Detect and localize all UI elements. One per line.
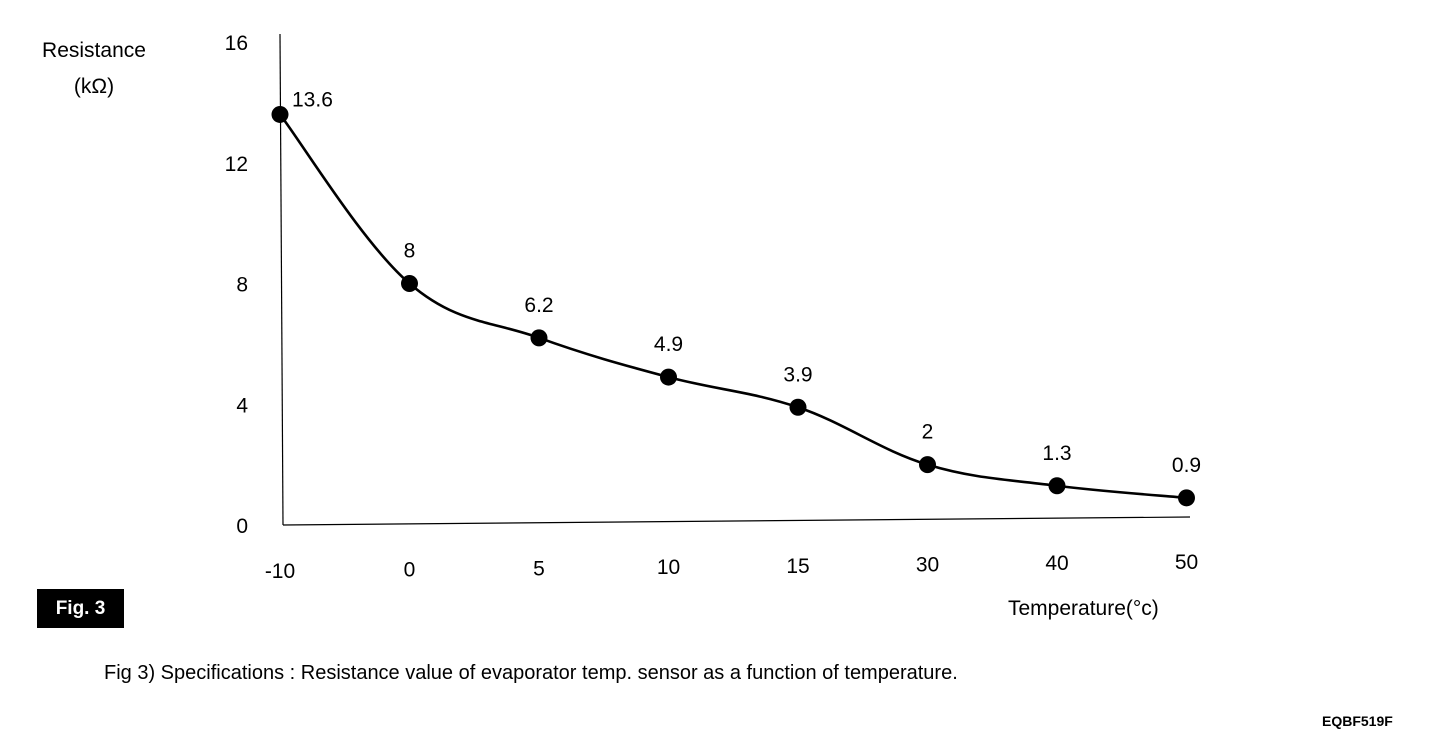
- data-point: [271, 105, 289, 123]
- data-points: [271, 105, 1195, 507]
- y-axis-label-unit: (kΩ): [73, 75, 115, 98]
- resistance-curve: [278, 113, 1187, 500]
- x-tick-label: 50: [1175, 551, 1198, 574]
- data-point: [401, 275, 418, 292]
- figure-caption: Fig 3) Specifications : Resistance value…: [104, 662, 958, 684]
- y-tick-labels: 0 4 8 12 16: [225, 32, 249, 538]
- y-tick-label: 4: [236, 394, 248, 417]
- y-tick-label: 12: [225, 153, 248, 176]
- x-tick-label: 0: [404, 559, 416, 582]
- data-label: 8: [404, 240, 416, 263]
- figure-badge: Fig. 3: [37, 589, 124, 628]
- x-tick-label: 30: [916, 554, 939, 577]
- y-axis-label: Resistance (kΩ): [32, 33, 156, 105]
- data-label: 1.3: [1042, 442, 1071, 465]
- x-tick-label: 15: [786, 555, 809, 578]
- x-tick-label: 5: [533, 557, 545, 580]
- data-label: 2: [922, 421, 934, 444]
- y-tick-label: 8: [236, 274, 248, 297]
- data-labels: 13.6 8 6.2 4.9 3.9 2 1.3 0.9: [292, 88, 1201, 476]
- data-point: [660, 368, 677, 386]
- data-point: [530, 329, 548, 347]
- x-axis-line: [282, 516, 1191, 526]
- x-axis-label: Temperature(°c): [1008, 597, 1159, 620]
- data-point: [1048, 477, 1066, 495]
- data-point: [1178, 489, 1195, 507]
- y-tick-label: 0: [236, 515, 248, 538]
- data-label: 4.9: [654, 333, 683, 356]
- x-tick-label: 40: [1045, 552, 1068, 575]
- data-label: 3.9: [783, 363, 812, 386]
- y-tick-label: 16: [225, 32, 248, 55]
- document-code: EQBF519F: [1322, 713, 1393, 729]
- x-tick-label: 10: [657, 556, 680, 579]
- y-axis-label-title: Resistance: [42, 39, 146, 62]
- data-point: [919, 456, 936, 474]
- data-point: [789, 398, 807, 416]
- data-label: 6.2: [524, 294, 553, 317]
- data-label: 13.6: [292, 88, 333, 111]
- x-tick-labels: -10 0 5 10 15 30 40 50: [265, 551, 1198, 583]
- data-label: 0.9: [1172, 454, 1201, 477]
- x-tick-label: -10: [265, 560, 295, 583]
